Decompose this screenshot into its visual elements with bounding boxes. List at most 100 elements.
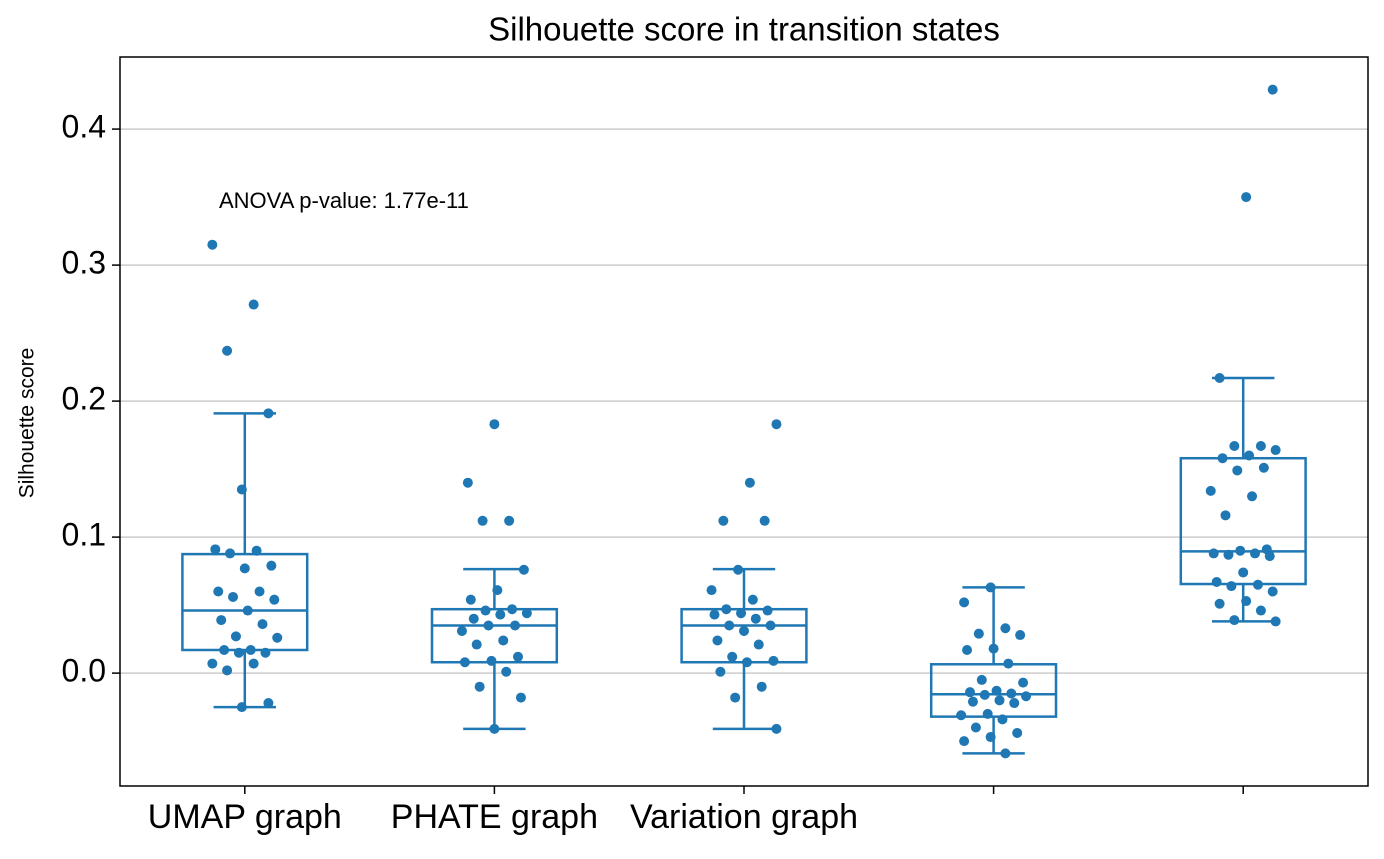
point: [988, 643, 999, 654]
point: [266, 560, 277, 571]
box: [181, 552, 309, 652]
point: [724, 620, 735, 631]
point: [718, 515, 729, 526]
point: [1232, 465, 1243, 476]
point: [222, 665, 233, 676]
point: [970, 722, 981, 733]
point: [994, 695, 1005, 706]
point: [483, 620, 494, 631]
point: [1018, 677, 1029, 688]
point: [1247, 491, 1258, 502]
point: [1000, 623, 1011, 634]
point: [747, 594, 758, 605]
y-tick-label: 0.1: [62, 517, 106, 553]
point: [762, 605, 773, 616]
point: [1252, 579, 1263, 590]
point: [727, 651, 738, 662]
point: [715, 666, 726, 677]
point: [973, 628, 984, 639]
y-tick-label: 0.0: [62, 653, 106, 689]
point: [512, 651, 523, 662]
point: [1255, 440, 1266, 451]
point: [225, 548, 236, 559]
point: [477, 515, 488, 526]
point: [753, 639, 764, 650]
y-tick-label: 0.2: [62, 381, 106, 417]
x-tick-label: UMAP graph: [148, 798, 342, 836]
point: [468, 613, 479, 624]
point: [230, 631, 241, 642]
point: [263, 408, 274, 419]
point: [233, 647, 244, 658]
point: [1255, 605, 1266, 616]
point: [474, 681, 485, 692]
point: [709, 609, 720, 620]
point: [486, 655, 497, 666]
point: [1264, 551, 1275, 562]
point: [228, 591, 239, 602]
point: [1238, 567, 1249, 578]
point: [1241, 596, 1252, 607]
point: [492, 585, 503, 596]
point: [510, 620, 521, 631]
point: [965, 687, 976, 698]
point: [706, 585, 717, 596]
point: [771, 723, 782, 734]
point: [721, 604, 732, 615]
point: [1220, 510, 1231, 521]
point: [239, 563, 250, 574]
point: [1258, 462, 1269, 473]
point: [741, 657, 752, 668]
point: [1000, 748, 1011, 759]
point: [456, 625, 467, 636]
point: [1208, 548, 1219, 559]
box: [1179, 456, 1307, 586]
point: [736, 608, 747, 619]
point: [462, 477, 473, 488]
point: [236, 484, 247, 495]
point: [750, 613, 761, 624]
point: [263, 698, 274, 709]
point: [1009, 698, 1020, 709]
point: [1241, 192, 1252, 203]
point: [982, 708, 993, 719]
point: [962, 644, 973, 655]
point: [1214, 372, 1225, 383]
point: [956, 710, 967, 721]
point: [1003, 658, 1014, 669]
point: [257, 619, 268, 630]
point: [1006, 688, 1017, 699]
point: [771, 419, 782, 430]
point: [471, 639, 482, 650]
box: [929, 663, 1058, 718]
point: [985, 732, 996, 743]
point: [480, 605, 491, 616]
plot-frame: [119, 56, 1369, 787]
point: [1229, 440, 1240, 451]
point: [1229, 615, 1240, 626]
point: [489, 419, 500, 430]
point: [1217, 453, 1228, 464]
point: [1223, 549, 1234, 560]
point: [207, 239, 218, 250]
point: [756, 681, 767, 692]
chart-title: Silhouette score in transition states: [488, 11, 1000, 48]
point: [997, 714, 1008, 725]
y-tick-label: 0.4: [62, 109, 106, 145]
point: [959, 597, 970, 608]
point: [521, 608, 532, 619]
y-tick-label: 0.3: [62, 245, 106, 281]
point: [216, 615, 227, 626]
point: [213, 586, 224, 597]
point: [254, 586, 265, 597]
annotation: ANOVA p-value: 1.77e-11: [219, 188, 469, 213]
point: [498, 635, 509, 646]
point: [236, 702, 247, 713]
point: [518, 564, 529, 575]
point: [1021, 691, 1032, 702]
point: [1012, 727, 1023, 738]
point: [242, 605, 253, 616]
point: [1235, 545, 1246, 556]
point: [489, 723, 500, 734]
